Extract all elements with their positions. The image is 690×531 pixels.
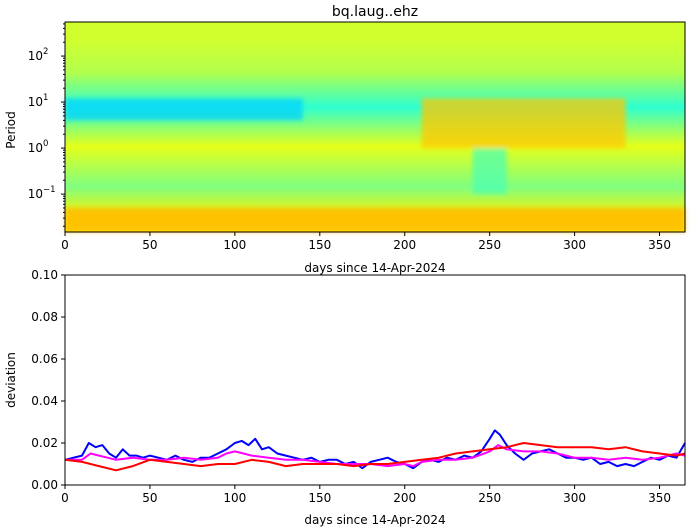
- x-tick-label: 350: [648, 238, 671, 252]
- y-tick-exponent: 1: [43, 93, 48, 103]
- spectrogram-features: [65, 98, 685, 232]
- x-tick-label: 50: [142, 238, 157, 252]
- x-tick-label: 100: [223, 491, 246, 505]
- x-tick-label: 250: [478, 491, 501, 505]
- deviation-panel: 0 50 100 150 200 250 300 350 0.000.020.040.060.…: [4, 268, 686, 527]
- x-tick-label: 150: [308, 491, 331, 505]
- deviation-x-ticks: 0 50 100 150 200 250 300 350: [61, 485, 671, 505]
- x-tick-label: 0: [61, 491, 69, 505]
- y-tick-label: 10: [28, 49, 43, 63]
- x-tick-label: 350: [648, 491, 671, 505]
- spectrogram-feature-high: [421, 98, 626, 149]
- deviation-frame: [64, 274, 686, 486]
- spectrogram-image: [65, 22, 685, 232]
- y-tick-exponent: −1: [43, 185, 56, 195]
- spectrogram-feature-low: [472, 148, 507, 195]
- spectrogram-x-ticks: 0 50 100 150 200 250 300 350: [61, 232, 671, 252]
- x-tick-label: 0: [61, 238, 69, 252]
- deviation-y-label: deviation: [4, 352, 18, 408]
- y-tick-label: 0.06: [31, 352, 58, 366]
- spectrogram-x-label: days since 14-Apr-2024: [304, 261, 445, 275]
- deviation-line-3: [64, 442, 686, 472]
- deviation-series: [64, 429, 686, 472]
- y-tick-label: 0.00: [31, 478, 58, 492]
- x-tick-label: 200: [393, 238, 416, 252]
- y-tick-label: 10: [28, 187, 43, 201]
- y-tick-label: 0.02: [31, 436, 58, 450]
- chart-title: bq.laug..ehz: [332, 4, 418, 20]
- y-tick-label: 0.08: [31, 310, 58, 324]
- spectrogram-frame: [64, 21, 686, 233]
- deviation-y-ticks: 0.00 0.02 0.04 0.06 0.08 0.10: [31, 268, 65, 492]
- y-tick-label: 0.10: [31, 268, 58, 282]
- x-tick-label: 150: [308, 238, 331, 252]
- y-tick-label: 0.04: [31, 394, 58, 408]
- x-tick-label: 300: [563, 238, 586, 252]
- x-tick-label: 200: [393, 491, 416, 505]
- deviation-line-1: [64, 429, 686, 470]
- x-tick-label: 100: [223, 238, 246, 252]
- y-tick-label: 10: [28, 95, 43, 109]
- deviation-x-label: days since 14-Apr-2024: [304, 513, 445, 527]
- x-tick-label: 50: [142, 491, 157, 505]
- x-tick-label: 250: [478, 238, 501, 252]
- spectrogram-feature-high: [65, 207, 685, 232]
- y-tick-exponent: 0: [43, 139, 48, 149]
- y-tick-label: 10: [28, 141, 43, 155]
- spectrogram-y-label: Period: [4, 111, 18, 148]
- y-tick-exponent: 2: [43, 47, 48, 57]
- spectrogram-feature-low: [65, 98, 303, 121]
- spectrogram-panel: bq.laug..ehz 0 50 100 150 200 250 300 350 10 −11…: [4, 4, 686, 275]
- x-tick-label: 300: [563, 491, 586, 505]
